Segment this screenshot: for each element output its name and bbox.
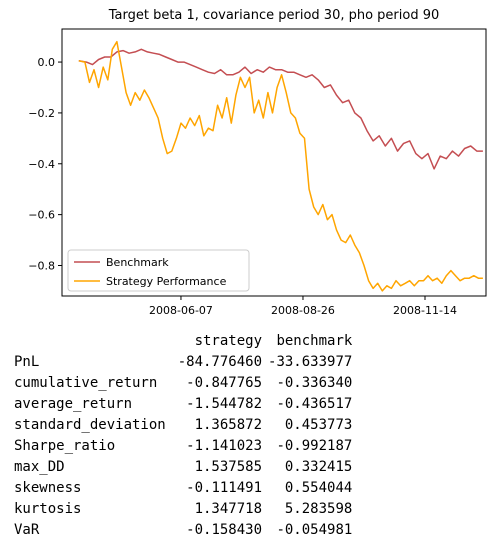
stats-strategy-value: -1.141023 <box>186 438 263 454</box>
y-tick-label: −0.6 <box>28 209 55 222</box>
stats-row-label: standard_deviation <box>14 417 166 433</box>
stats-row-label: Sharpe_ratio <box>14 438 116 454</box>
line-chart: Target beta 1, covariance period 30, pho… <box>28 8 487 317</box>
stats-strategy-value: -84.776460 <box>177 354 263 370</box>
x-axis: 2008-06-07 2008-08-26 2008-11-14 <box>149 296 457 317</box>
chart-title: Target beta 1, covariance period 30, pho… <box>108 8 440 23</box>
series-line-benchmark <box>78 48 483 170</box>
stats-row-label: kurtosis <box>14 501 82 517</box>
stats-benchmark-value: -0.054981 <box>276 522 353 538</box>
stats-strategy-value: -1.544782 <box>186 396 263 412</box>
y-tick-label: 0.0 <box>38 56 56 69</box>
y-tick-label: −0.4 <box>28 158 55 171</box>
stats-row-cumulative-return: cumulative_return -0.847765 -0.336340 <box>14 373 352 394</box>
stats-row-label: VaR <box>14 522 40 538</box>
legend-label: Strategy Performance <box>106 275 227 288</box>
stats-benchmark-value: -33.633977 <box>268 354 353 370</box>
stats-row-label: max_DD <box>14 459 65 475</box>
y-axis: 0.0 −0.2 −0.4 −0.6 −0.8 <box>28 56 62 272</box>
stats-row-max-dd: max_DD 1.537585 0.332415 <box>14 457 352 478</box>
stats-strategy-value: 1.347718 <box>194 501 263 517</box>
series-line-strategy-performance <box>78 40 483 292</box>
stats-strategy-value: 1.365872 <box>194 417 263 433</box>
stats-row-skewness: skewness -0.111491 0.554044 <box>14 478 352 499</box>
stats-body: PnL -84.776460 -33.633977 cumulative_return… <box>14 352 352 541</box>
stats-header-blank <box>14 331 172 352</box>
stats-benchmark-value: 0.453773 <box>284 417 353 433</box>
x-tick-label: 2008-06-07 <box>149 304 213 317</box>
stats-row-label: average_return <box>14 396 133 412</box>
stats-row-standard-deviation: standard_deviation 1.365872 0.453773 <box>14 415 352 436</box>
stats-strategy-value: -0.158430 <box>186 522 263 538</box>
x-tick-label: 2008-08-26 <box>271 304 335 317</box>
stats-benchmark-value: -0.336340 <box>276 375 353 391</box>
stats-row-sharpe-ratio: Sharpe_ratio -1.141023 -0.992187 <box>14 436 352 457</box>
stats-row-label: cumulative_return <box>14 375 158 391</box>
stats-row-label: skewness <box>14 480 82 496</box>
stats-header-row: strategy benchmark <box>14 331 353 352</box>
stats-strategy-value: -0.111491 <box>186 480 263 496</box>
legend-box <box>67 249 250 292</box>
stats-benchmark-value: -0.992187 <box>276 438 353 454</box>
series-lines <box>78 40 483 292</box>
y-tick-label: −0.8 <box>28 259 55 272</box>
stats-strategy-value: -0.847765 <box>186 375 263 391</box>
legend-label: Benchmark <box>106 256 169 269</box>
stats-row-var: VaR -0.158430 -0.054981 <box>14 520 352 541</box>
stats-row-pnl: PnL -84.776460 -33.633977 <box>14 352 352 373</box>
stats-benchmark-value: 0.332415 <box>284 459 353 475</box>
x-tick-label: 2008-11-14 <box>393 304 457 317</box>
stats-strategy-value: 1.537585 <box>194 459 263 475</box>
stats-benchmark-value: 0.554044 <box>284 480 353 496</box>
stats-header-benchmark: benchmark <box>276 333 353 349</box>
stats-header-strategy: strategy <box>194 333 263 349</box>
stats-benchmark-value: -0.436517 <box>276 396 353 412</box>
stats-row-kurtosis: kurtosis 1.347718 5.283598 <box>14 499 352 520</box>
stats-row-label: PnL <box>14 354 40 370</box>
stats-table: strategy benchmark PnL -84.776460 -33.6339… <box>14 331 352 541</box>
stats-benchmark-value: 5.283598 <box>284 501 353 517</box>
legend: Benchmark Strategy Performance <box>67 249 250 292</box>
y-tick-label: −0.2 <box>28 107 55 120</box>
stats-row-average-return: average_return -1.544782 -0.436517 <box>14 394 352 415</box>
